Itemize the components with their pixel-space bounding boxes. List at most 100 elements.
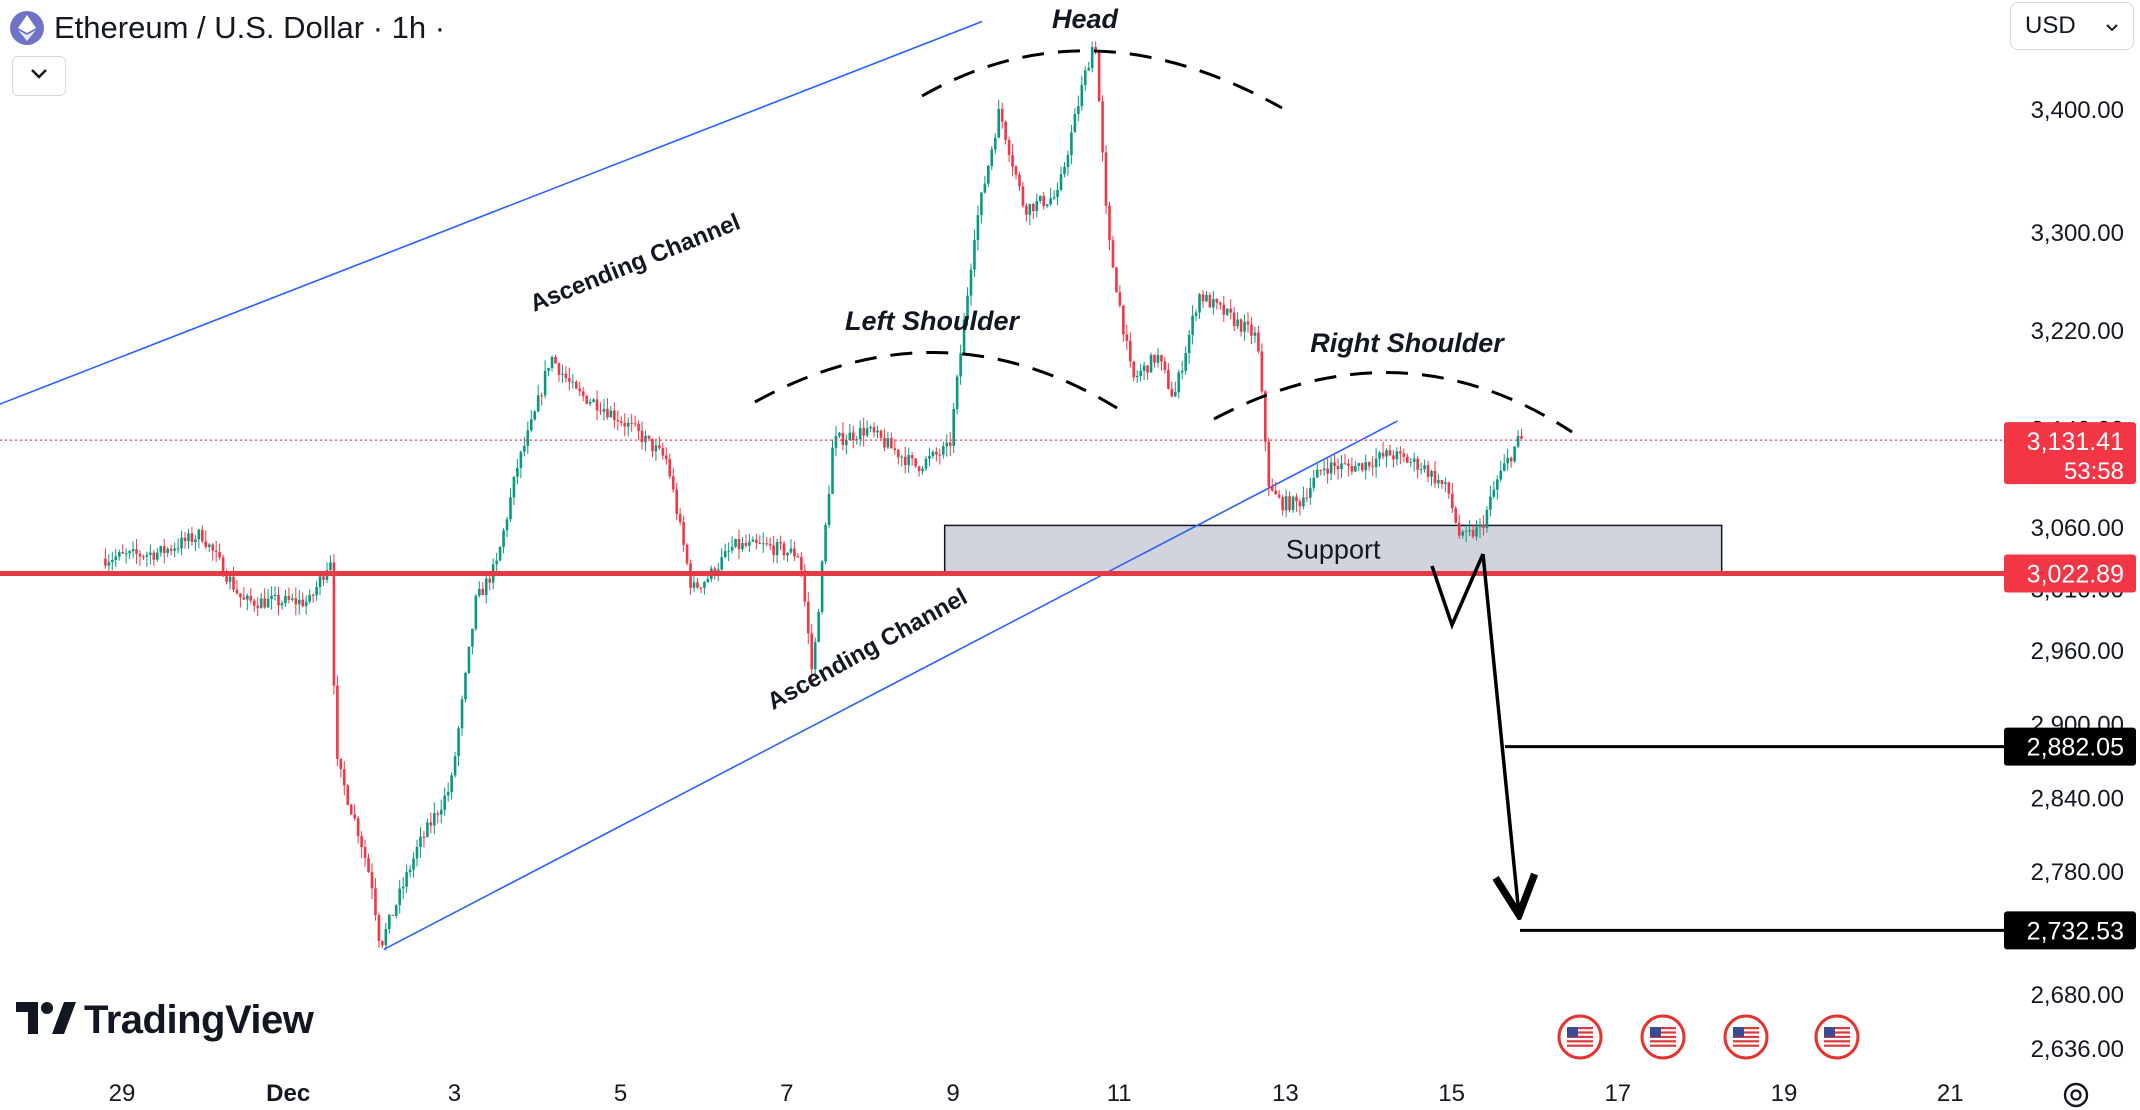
candle-body bbox=[1194, 312, 1198, 316]
x-tick-label: 13 bbox=[1272, 1080, 1299, 1107]
candle-body bbox=[204, 541, 208, 548]
candle-body bbox=[1350, 465, 1354, 472]
candle-body bbox=[384, 929, 388, 946]
flag-stripe bbox=[1824, 1044, 1850, 1047]
candle-body bbox=[741, 543, 744, 550]
candle-body bbox=[121, 552, 124, 554]
candle-body bbox=[890, 438, 893, 449]
candle-body bbox=[1450, 493, 1454, 509]
candle-body bbox=[138, 553, 142, 557]
candle-body bbox=[1385, 450, 1388, 457]
candle-body bbox=[1035, 201, 1039, 212]
right-shoulder-label: Right Shoulder bbox=[1310, 328, 1505, 358]
candle-body bbox=[841, 432, 845, 446]
candle-body bbox=[1149, 354, 1153, 373]
candle-body bbox=[1478, 524, 1482, 528]
candle-body bbox=[1059, 174, 1063, 190]
candle-body bbox=[180, 537, 183, 549]
candle-body bbox=[1205, 294, 1208, 302]
candle-body bbox=[415, 846, 419, 859]
candle-body bbox=[1412, 458, 1416, 462]
candle-body bbox=[1354, 466, 1357, 472]
candle-body bbox=[277, 594, 280, 606]
candle-body bbox=[509, 497, 512, 520]
candle-body bbox=[117, 552, 121, 557]
candle-body bbox=[1115, 267, 1118, 293]
us-flag-icon[interactable] bbox=[1640, 1014, 1686, 1060]
candle-body bbox=[1025, 205, 1028, 215]
x-tick-label: 15 bbox=[1438, 1080, 1465, 1107]
candle-body bbox=[602, 408, 606, 412]
candle-body bbox=[1111, 240, 1115, 268]
candle-body bbox=[159, 546, 163, 553]
candle-body bbox=[910, 455, 914, 459]
candle-body bbox=[789, 548, 793, 553]
us-flag-icon[interactable] bbox=[1723, 1014, 1769, 1060]
y-tick-label: 3,220.00 bbox=[2031, 318, 2124, 345]
candle-body bbox=[1371, 466, 1374, 468]
candle-body bbox=[481, 588, 485, 595]
candle-body bbox=[817, 611, 820, 643]
candle-body bbox=[1180, 370, 1184, 373]
candle-body bbox=[346, 785, 350, 805]
candle-body bbox=[131, 549, 135, 552]
candle-body bbox=[1367, 462, 1371, 467]
candle-body bbox=[806, 601, 810, 634]
candle-body bbox=[1142, 365, 1146, 371]
candle-body bbox=[893, 448, 897, 450]
candle-body bbox=[536, 395, 540, 412]
candle-body bbox=[1122, 305, 1125, 335]
candle-body bbox=[980, 192, 983, 216]
candle-body bbox=[734, 539, 737, 547]
candle-body bbox=[1239, 319, 1243, 332]
head-label: Head bbox=[1052, 4, 1119, 34]
candle-body bbox=[405, 872, 408, 887]
flag-stripe bbox=[1650, 1040, 1676, 1043]
candle-body bbox=[1042, 195, 1046, 207]
candle-body bbox=[668, 459, 672, 477]
candle-body bbox=[938, 454, 942, 456]
y-tick-label: 2,780.00 bbox=[2031, 859, 2124, 886]
candle-body bbox=[1388, 450, 1392, 456]
candle-body bbox=[1322, 468, 1326, 471]
y-tick-label: 3,060.00 bbox=[2031, 515, 2124, 542]
candle-body bbox=[1274, 490, 1278, 495]
projection-arrow bbox=[1481, 553, 1519, 915]
tradingview-logo[interactable]: TradingView bbox=[16, 998, 314, 1043]
candle-body bbox=[498, 546, 502, 561]
candle-body bbox=[782, 543, 786, 556]
candle-body bbox=[744, 543, 748, 546]
candle-body bbox=[408, 869, 412, 873]
candle-body bbox=[1499, 470, 1503, 480]
candle-body bbox=[973, 240, 976, 270]
y-tick-label: 3,300.00 bbox=[2031, 220, 2124, 247]
candle-body bbox=[903, 456, 907, 466]
candle-body bbox=[1284, 496, 1288, 511]
candle-body bbox=[810, 633, 814, 670]
candle-body bbox=[367, 858, 370, 873]
candle-body bbox=[1191, 315, 1194, 335]
gear-icon[interactable] bbox=[2063, 1082, 2089, 1108]
bar-countdown: 53:58 bbox=[2064, 458, 2124, 485]
candle-body bbox=[391, 914, 395, 916]
candle-body bbox=[824, 525, 827, 562]
us-flag-icon[interactable] bbox=[1814, 1014, 1860, 1060]
candle-body bbox=[304, 601, 308, 607]
candle-body bbox=[775, 541, 779, 556]
candle-body bbox=[1333, 462, 1336, 466]
candle-body bbox=[512, 476, 516, 498]
candle-body bbox=[592, 399, 595, 403]
candle-body bbox=[1433, 470, 1437, 484]
candle-body bbox=[1063, 166, 1066, 175]
flag-stripe bbox=[1567, 1044, 1593, 1047]
collapse-button[interactable] bbox=[12, 56, 66, 96]
us-flag-icon[interactable] bbox=[1557, 1014, 1603, 1060]
candle-body bbox=[329, 562, 332, 571]
candle-body bbox=[1305, 497, 1309, 499]
currency-selector[interactable]: USD bbox=[2010, 2, 2134, 50]
candle-body bbox=[1423, 465, 1426, 470]
candle-body bbox=[578, 388, 582, 392]
candle-body bbox=[169, 548, 173, 551]
candle-body bbox=[758, 542, 762, 544]
